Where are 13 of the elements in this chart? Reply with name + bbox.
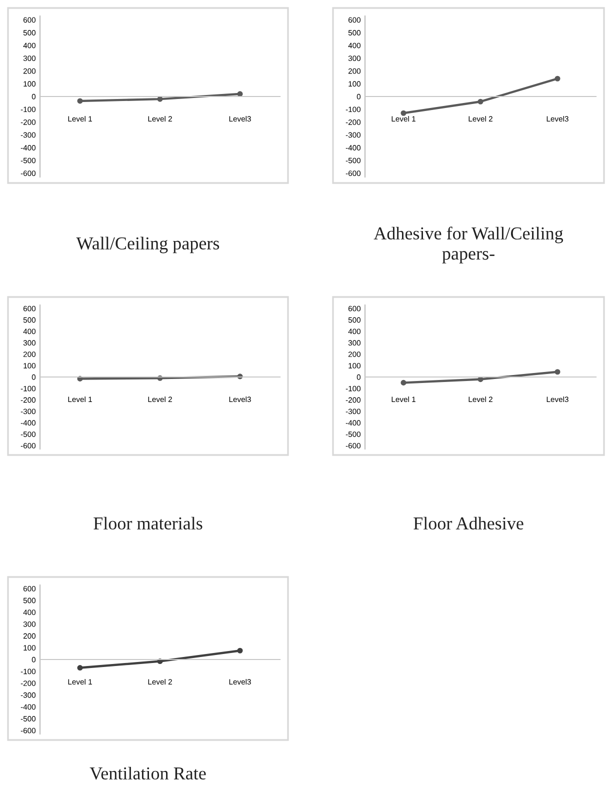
point [237, 648, 243, 654]
point [478, 98, 484, 104]
text: Floor materials [94, 516, 202, 530]
point [77, 98, 83, 104]
text: Floor Adhesive [414, 516, 524, 530]
point [77, 665, 83, 671]
point [400, 380, 406, 386]
text: Ventilation Rate [90, 766, 206, 780]
text: Adhesive for Wall/Ceiling papers- [374, 226, 564, 264]
point [554, 369, 560, 375]
point [400, 110, 406, 116]
text: Wall/Ceiling papers [76, 236, 220, 254]
point [554, 76, 560, 82]
